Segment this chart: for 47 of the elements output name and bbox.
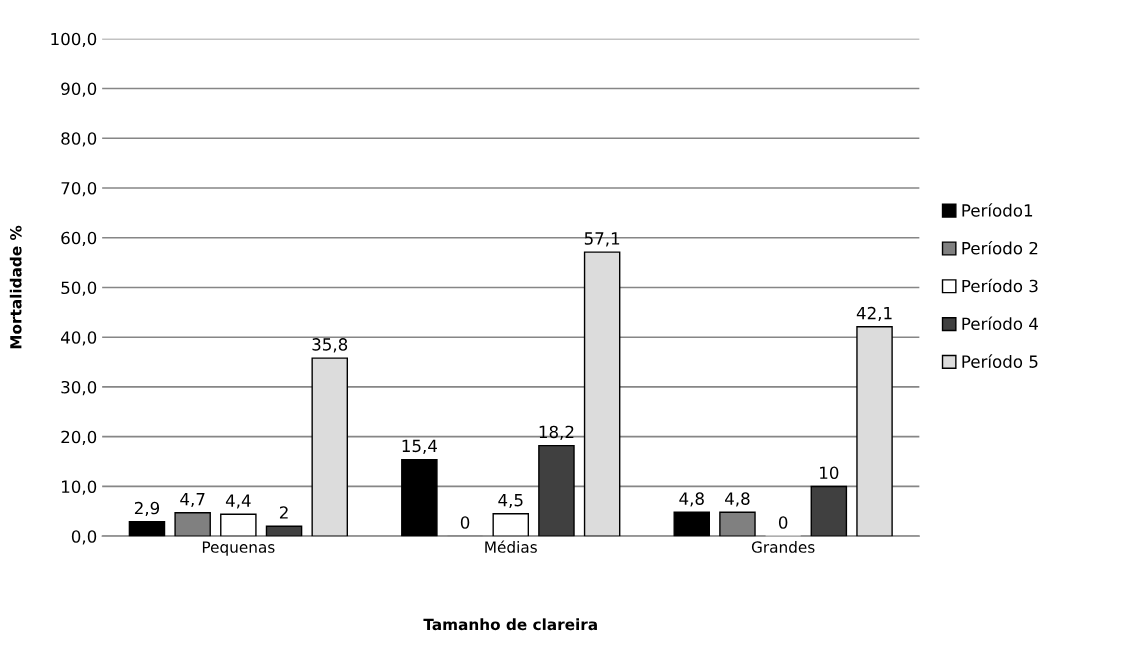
- legend-label: Período 3: [962, 278, 1038, 293]
- legend-label: Período 4: [962, 316, 1038, 331]
- bar: [673, 511, 711, 537]
- bar: [128, 521, 166, 537]
- bar: [856, 326, 893, 537]
- data-label: 4,5: [498, 494, 523, 509]
- data-label: 18,2: [539, 425, 574, 440]
- data-label: 0: [460, 516, 470, 529]
- bar: [538, 444, 575, 537]
- y-tick-label: 10,0: [62, 480, 97, 495]
- x-axis-title: Tamanho de clareira: [423, 618, 597, 631]
- y-tick-label: 30,0: [61, 380, 97, 396]
- data-label: 4,8: [679, 492, 704, 507]
- data-label: 2,9: [134, 501, 160, 517]
- data-label: 57,1: [584, 232, 620, 247]
- x-tick-label: Grandes: [751, 541, 815, 553]
- y-tick-label: 80,0: [61, 132, 97, 147]
- bar: [583, 251, 621, 537]
- bar: [220, 513, 257, 537]
- legend-label: Período1: [962, 203, 1033, 217]
- y-tick-label: 90,0: [61, 82, 97, 97]
- y-tick-label: 0,0: [71, 530, 97, 545]
- bar: [311, 357, 349, 537]
- data-label: 0: [778, 516, 788, 529]
- legend-label: Período 2: [962, 240, 1038, 255]
- bar: [492, 513, 530, 537]
- x-tick-label: Pequenas: [202, 541, 275, 556]
- y-axis-title: Mortalidade %: [9, 225, 22, 349]
- y-tick-label: 70,0: [61, 181, 97, 197]
- data-label: 4,7: [180, 493, 205, 508]
- data-label: 42,1: [856, 306, 892, 322]
- data-label: 10: [820, 466, 839, 480]
- y-tick-label: 60,0: [61, 231, 97, 246]
- legend-label: Período 5: [962, 354, 1038, 368]
- y-tick-label: 40,0: [60, 331, 97, 346]
- bar: [265, 525, 303, 537]
- bar: [401, 458, 438, 537]
- y-tick-label: 20,0: [61, 430, 97, 445]
- y-tick-label: 100,0: [51, 32, 97, 48]
- data-label: 35,8: [312, 338, 348, 353]
- data-label: 4,4: [225, 494, 251, 509]
- y-tick-label: 50,0: [61, 281, 97, 296]
- bar: [810, 485, 848, 537]
- data-label: 15,4: [402, 439, 437, 454]
- data-label: 4,8: [725, 492, 750, 507]
- data-label: 2: [279, 506, 288, 519]
- x-tick-label: Médias: [485, 540, 537, 553]
